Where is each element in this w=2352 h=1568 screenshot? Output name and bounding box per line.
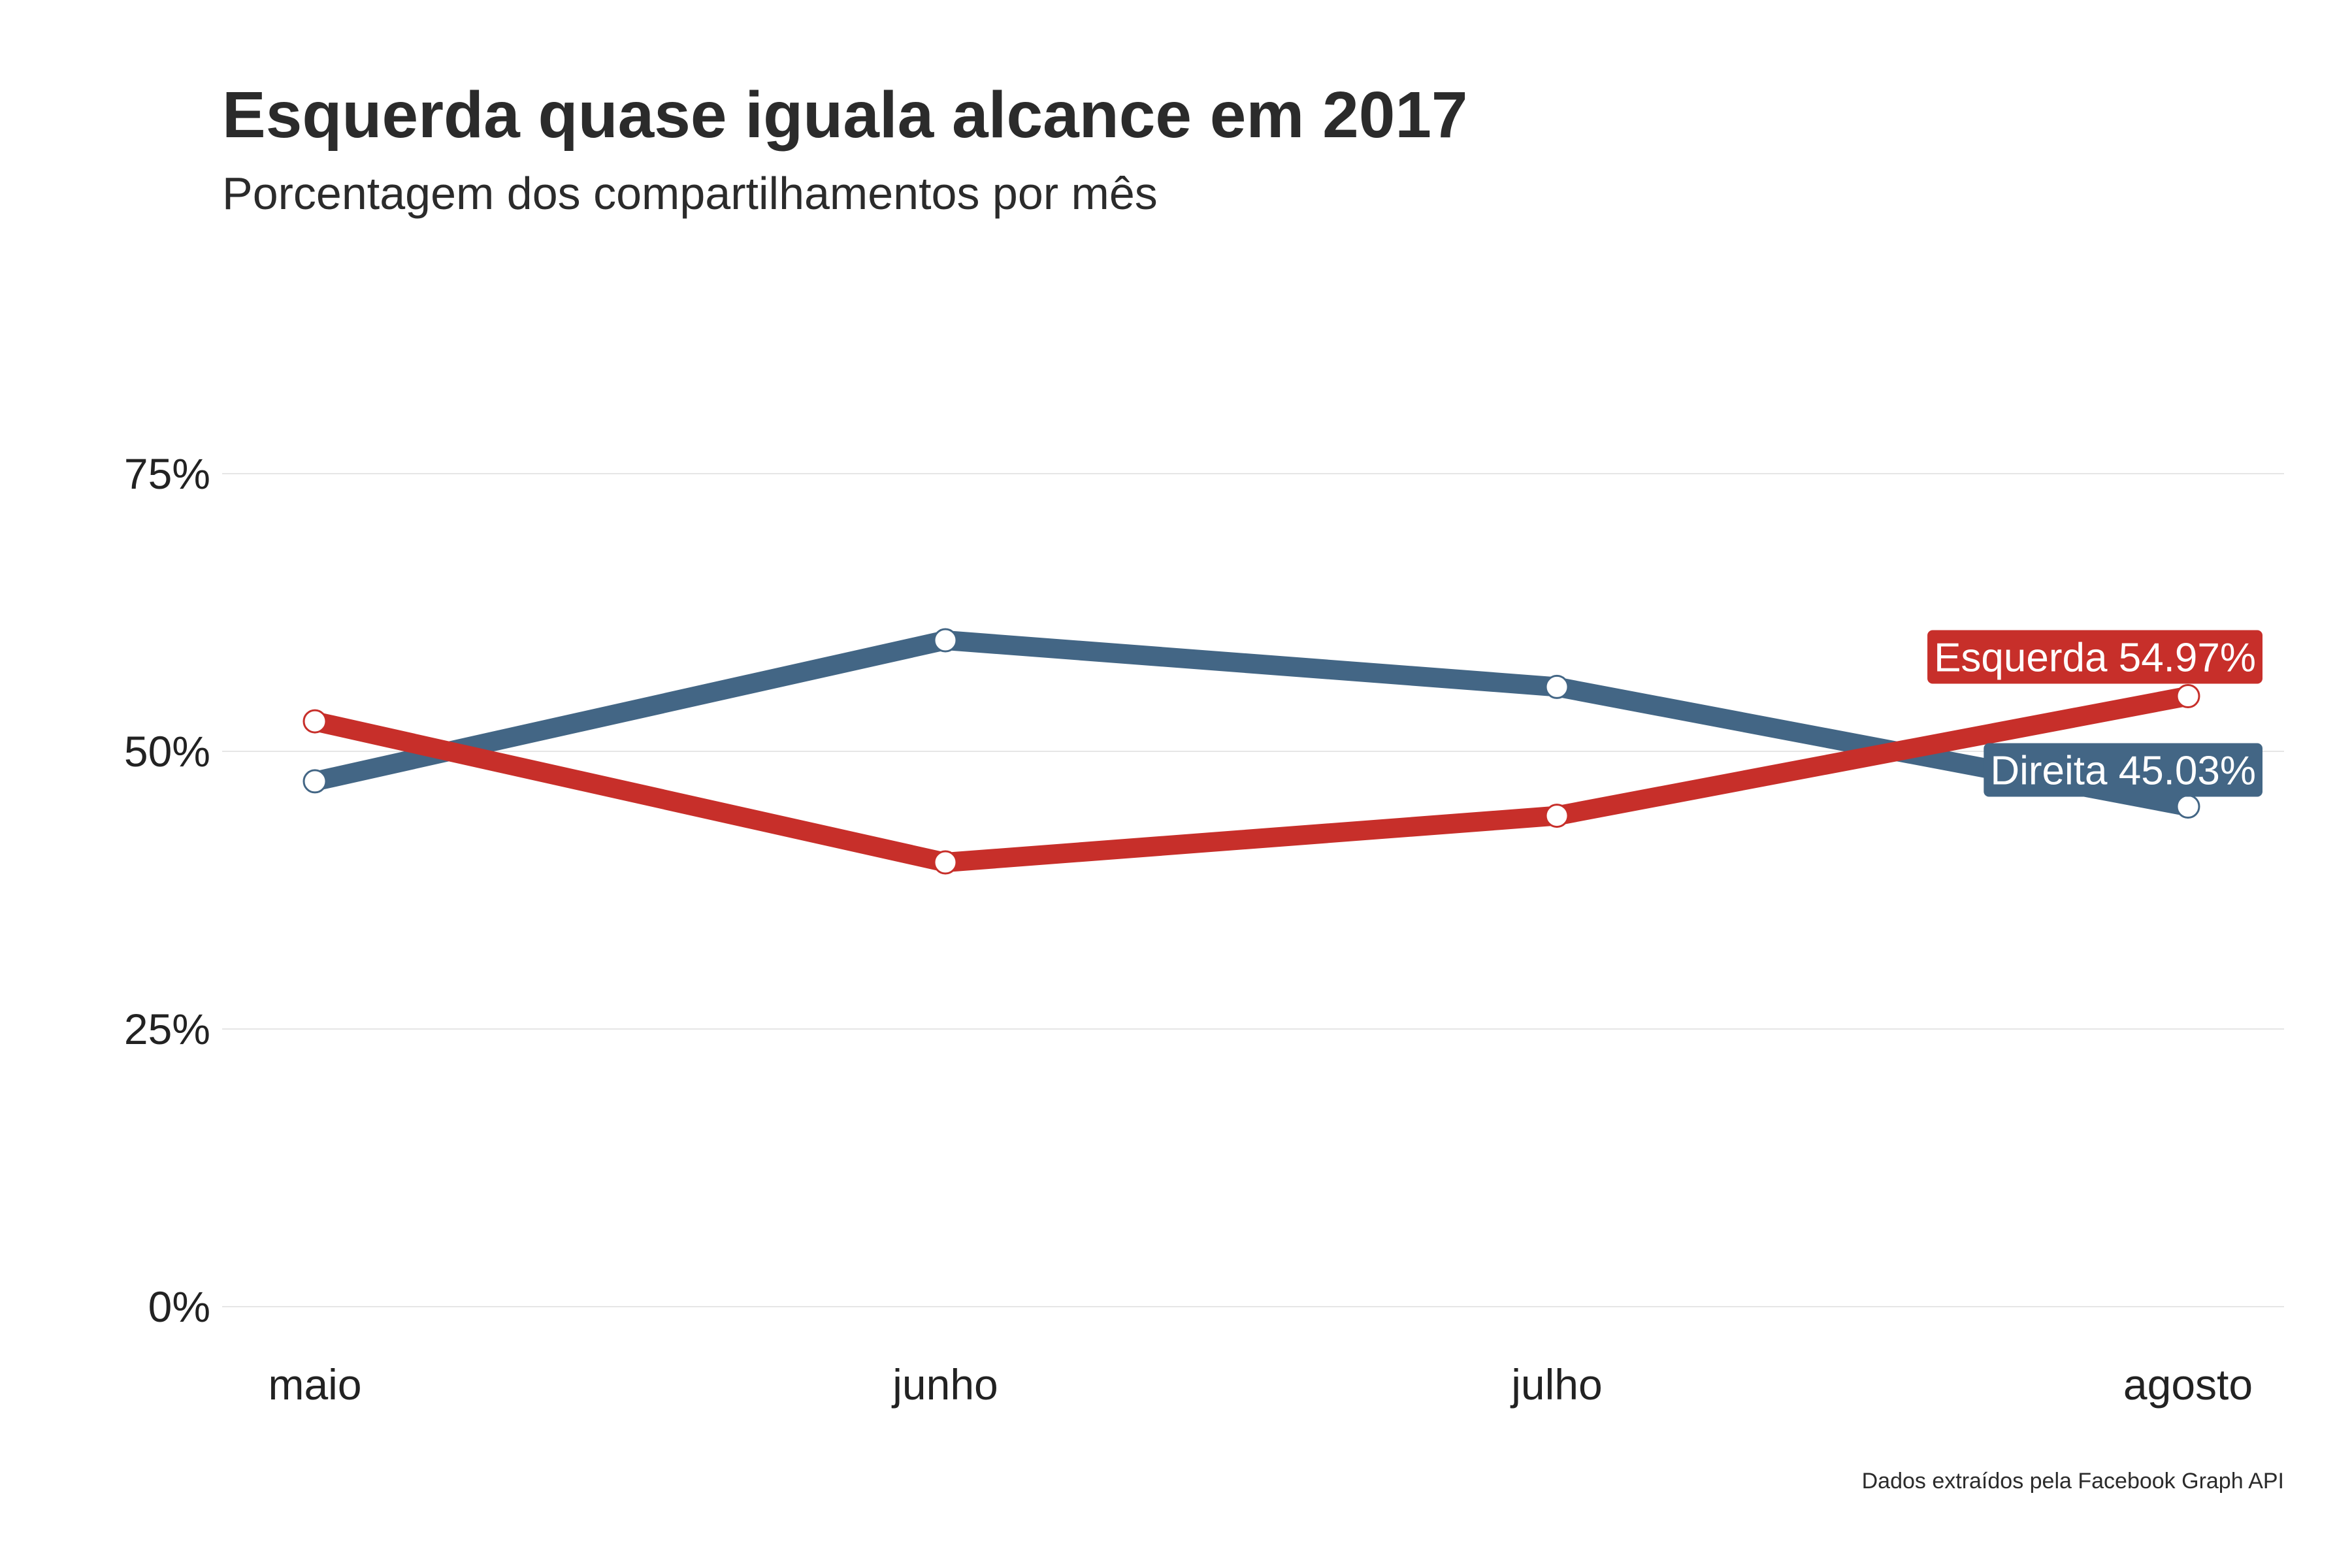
end-labels: Direita 45.03% Esquerda 54.97% [1927, 630, 2262, 797]
end-label-box [1927, 630, 2262, 684]
y-axis-ticks: 0% 25% 50% 75% [124, 449, 210, 1331]
series-point-esquerda [933, 850, 958, 875]
end-label-text: Esquerda 54.97% [1934, 636, 2256, 681]
chart-subtitle: Porcentagem dos compartilhamentos por mê… [222, 168, 1158, 219]
x-axis-ticks: maio junho julho agosto [268, 1360, 2253, 1409]
series-line-esquerda [312, 686, 2190, 872]
end-label-box [1984, 743, 2262, 797]
series-point-esquerda [2176, 684, 2200, 709]
y-tick-label: 50% [124, 727, 210, 776]
x-tick-label: junho [891, 1360, 998, 1409]
y-tick-label: 25% [124, 1005, 210, 1053]
end-label-esquerda: Esquerda 54.97% [1927, 630, 2262, 684]
series-points [302, 628, 2200, 875]
series-point-esquerda [1544, 804, 1569, 828]
chart-title: Esquerda quase iguala alcance em 2017 [222, 78, 1468, 152]
series-point-direita [2176, 794, 2200, 819]
x-tick-label: maio [268, 1360, 361, 1409]
gridlines [222, 473, 2284, 1307]
series-point-direita [1544, 674, 1569, 699]
chart-caption: Dados extraídos pela Facebook Graph API [1862, 1469, 2284, 1494]
y-tick-label: 75% [124, 449, 210, 498]
y-tick-label: 0% [148, 1282, 210, 1331]
end-label-direita: Direita 45.03% [1984, 743, 2262, 797]
x-tick-label: agosto [2123, 1360, 2253, 1409]
end-label-text: Direita 45.03% [1990, 748, 2256, 793]
series-point-esquerda [302, 709, 327, 734]
series-point-direita [933, 628, 958, 653]
series-point-direita [302, 769, 327, 794]
x-tick-label: julho [1510, 1360, 1602, 1409]
series-lines [312, 630, 2190, 872]
